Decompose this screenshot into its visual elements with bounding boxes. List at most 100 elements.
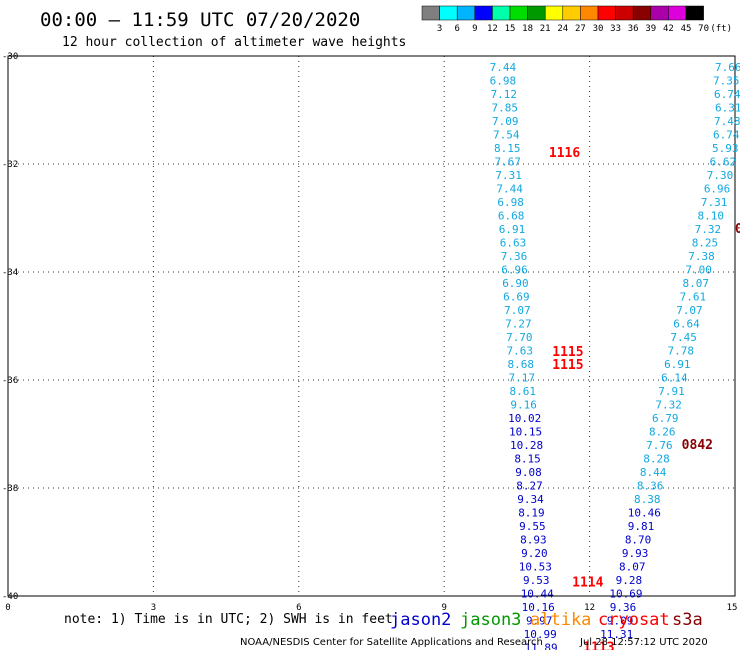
colorbar-label: 30 bbox=[593, 24, 604, 34]
data-point: 9.28 bbox=[616, 574, 643, 587]
footer-credit: NOAA/NESDIS Center for Satellite Applica… bbox=[240, 637, 543, 648]
x-tick-label: 0 bbox=[5, 603, 10, 613]
colorbar-swatch bbox=[632, 5, 652, 21]
data-point: 7.07 bbox=[676, 304, 703, 317]
data-point: 8.25 bbox=[692, 236, 719, 249]
time-mark: 1115 bbox=[552, 345, 583, 360]
data-point: 6.91 bbox=[499, 223, 526, 236]
data-point: 8.44 bbox=[640, 466, 667, 479]
data-point: 5.93 bbox=[712, 142, 739, 155]
footer-timestamp: Jul 28 12:57:12 UTC 2020 bbox=[579, 637, 708, 648]
colorbar-swatch bbox=[668, 5, 687, 21]
colorbar-label: 6 bbox=[454, 24, 459, 34]
data-point: 7.17 bbox=[508, 371, 535, 384]
data-point: 8.26 bbox=[649, 425, 676, 438]
data-point: 6.74 bbox=[713, 128, 740, 141]
y-tick-label: -32 bbox=[2, 160, 18, 170]
data-point: 8.93 bbox=[520, 533, 547, 546]
y-tick-label: -36 bbox=[2, 376, 18, 386]
data-point: 6.90 bbox=[502, 277, 529, 290]
y-tick-label: -34 bbox=[2, 268, 18, 278]
x-tick-label: 9 bbox=[441, 603, 446, 613]
data-point: 8.68 bbox=[508, 358, 535, 371]
data-point: 9.55 bbox=[519, 520, 546, 533]
colorbar-swatch bbox=[421, 5, 440, 21]
colorbar-label: 45 bbox=[681, 24, 692, 34]
data-point: 8.15 bbox=[494, 142, 521, 155]
data-point: 10.02 bbox=[508, 412, 541, 425]
data-point: 7.78 bbox=[667, 344, 694, 357]
data-point: 7.61 bbox=[680, 290, 707, 303]
data-point: 10.53 bbox=[519, 560, 552, 573]
data-point: 7.70 bbox=[506, 331, 533, 344]
data-point: 7.91 bbox=[658, 385, 685, 398]
y-tick-label: -30 bbox=[2, 52, 18, 62]
data-point: 6.69 bbox=[503, 290, 530, 303]
chart-subtitle: 12 hour collection of altimeter wave hei… bbox=[62, 35, 406, 50]
data-point: 7.30 bbox=[707, 169, 734, 182]
colorbar-label: (ft) bbox=[710, 24, 732, 34]
data-point: 9.20 bbox=[521, 547, 548, 560]
colorbar-swatch bbox=[439, 5, 458, 21]
colorbar-swatch bbox=[685, 5, 704, 21]
legend-item: s3a bbox=[672, 610, 703, 630]
data-point: 7.76 bbox=[646, 439, 673, 452]
data-point: 10.99 bbox=[524, 628, 557, 641]
data-point: 6.91 bbox=[664, 358, 691, 371]
data-point: 7.27 bbox=[505, 317, 532, 330]
x-tick-label: 12 bbox=[584, 603, 595, 613]
data-point: 7.85 bbox=[492, 101, 519, 114]
data-point: 6.62 bbox=[710, 155, 737, 168]
x-tick-label: 3 bbox=[151, 603, 156, 613]
data-point: 11.31 bbox=[600, 628, 633, 641]
time-mark: 1113 bbox=[583, 640, 614, 650]
time-mark: 1116 bbox=[549, 146, 580, 161]
plot-frame bbox=[7, 55, 736, 597]
chart-title: 00:00 – 11:59 UTC 07/20/2020 bbox=[40, 9, 360, 31]
data-point: 6.31 bbox=[715, 101, 740, 114]
data-point: 6.98 bbox=[497, 196, 524, 209]
legend-item: jason3 bbox=[460, 610, 521, 630]
data-point: 8.19 bbox=[518, 506, 545, 519]
data-point: 10.44 bbox=[521, 587, 554, 600]
colorbar-swatch bbox=[615, 5, 634, 21]
data-point: 9.53 bbox=[523, 574, 550, 587]
data-point: 10.69 bbox=[609, 587, 642, 600]
data-point: 7.31 bbox=[495, 169, 522, 182]
data-point: 7.32 bbox=[655, 398, 682, 411]
colorbar-swatch bbox=[509, 5, 528, 21]
data-point: 8.70 bbox=[625, 533, 652, 546]
time-mark: 1115 bbox=[552, 358, 583, 373]
colorbar-label: 33 bbox=[610, 24, 621, 34]
data-point: 8.61 bbox=[509, 385, 536, 398]
colorbar-swatch bbox=[562, 5, 581, 21]
data-points: 7.446.987.127.857.097.548.157.677.317.44… bbox=[490, 61, 740, 650]
data-point: 7.67 bbox=[494, 155, 521, 168]
data-point: 8.15 bbox=[514, 452, 541, 465]
data-point: 6.64 bbox=[673, 317, 700, 330]
data-point: 9.16 bbox=[510, 398, 537, 411]
colorbar-label: 36 bbox=[628, 24, 639, 34]
data-point: 6.98 bbox=[490, 74, 517, 87]
data-point: 8.07 bbox=[619, 560, 646, 573]
data-point: 9.08 bbox=[515, 466, 542, 479]
colorbar-label: 18 bbox=[522, 24, 533, 34]
colorbar-label: 3 bbox=[437, 24, 442, 34]
colorbar-label: 42 bbox=[663, 24, 674, 34]
axis-ticks: -30-32-34-36-38-400 3 6 9 12 15 bbox=[2, 52, 737, 613]
colorbar-label: 39 bbox=[645, 24, 656, 34]
legend-item: altika bbox=[530, 610, 591, 630]
legend-item: jason2 bbox=[390, 610, 451, 630]
colorbar-label: 24 bbox=[557, 24, 568, 34]
data-point: 9.97 bbox=[526, 614, 553, 627]
data-point: 9.34 bbox=[517, 493, 544, 506]
data-point: 7.44 bbox=[496, 182, 523, 195]
colorbar-swatch bbox=[527, 5, 546, 21]
data-point: 9.09 bbox=[607, 614, 634, 627]
data-point: 7.66 bbox=[715, 61, 740, 74]
data-point: 6.96 bbox=[501, 263, 528, 276]
data-point: 10.15 bbox=[509, 425, 542, 438]
data-point: 6.68 bbox=[498, 209, 525, 222]
colorbar-swatch bbox=[597, 5, 616, 21]
